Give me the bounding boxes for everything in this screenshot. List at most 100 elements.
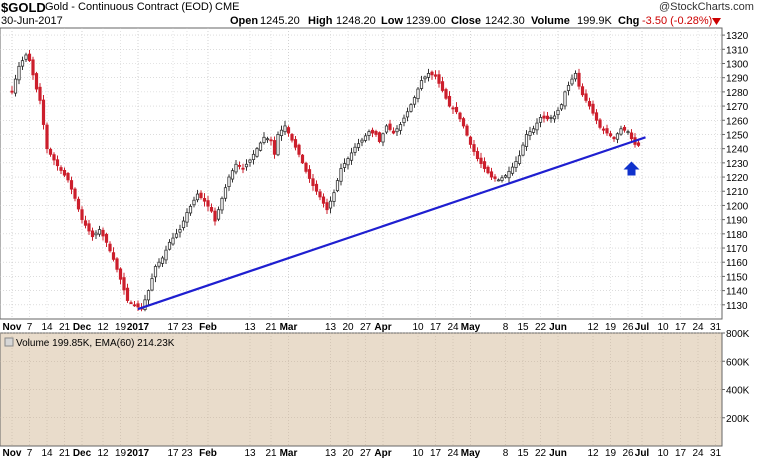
volume-date-tick-label: 22: [535, 448, 547, 459]
volume-date-tick-label: May: [461, 448, 481, 459]
candle-body: [521, 144, 525, 156]
price-date-tick-label: 2017: [127, 322, 150, 333]
candle-body: [482, 161, 487, 169]
price-date-axis: Nov 7 14 21 Dec 12 19 2017 17 23 Feb 13 21 Mar 13 20 27 A…: [3, 322, 722, 333]
volume-date-tick-label: 12: [97, 448, 109, 459]
candle-body: [125, 287, 130, 301]
price-date-tick-label: 17: [675, 322, 687, 333]
volume-date-tick-label: Jun: [549, 448, 567, 459]
chg-value: -3.50 (-0.28%): [642, 15, 713, 27]
candle-body: [451, 107, 455, 110]
price-tick-label: 1190: [726, 216, 748, 227]
candle-body: [619, 128, 623, 135]
candle-body: [108, 243, 112, 252]
candle-body: [608, 133, 613, 137]
candle-body: [479, 157, 483, 164]
candle-body: [437, 74, 441, 84]
candle-body: [55, 159, 60, 167]
candle-body: [160, 257, 165, 264]
volume-date-tick-label: 27: [360, 448, 372, 459]
candle-body: [136, 303, 140, 308]
price-date-tick-label: 24: [692, 322, 704, 333]
candle-body: [356, 143, 361, 148]
price-axis: 1130 1140 1150 1160 1170 1180 1190 1200 1210 1220…: [722, 31, 749, 312]
price-date-tick-label: 13: [325, 322, 337, 333]
candle-body: [360, 139, 364, 143]
candle-body: [510, 166, 515, 174]
price-tick-label: 1310: [726, 45, 749, 56]
candle-body: [311, 178, 315, 186]
candle-body: [248, 159, 252, 163]
price-date-tick-label: 17: [430, 322, 442, 333]
candle-body: [584, 93, 588, 101]
candle-body: [31, 59, 35, 76]
candle-body: [335, 180, 340, 192]
price-tick-label: 1140: [726, 287, 748, 298]
volume-date-tick-label: 19: [115, 448, 127, 459]
candle-body: [517, 155, 522, 164]
candle-body: [157, 261, 161, 267]
candle-body: [314, 183, 319, 192]
candle-body: [300, 154, 305, 164]
volume-date-axis: Nov 7 14 21 Dec 12 19 2017 17 23 Feb 13 21 Mar 13 20 27 A…: [3, 448, 722, 459]
price-date-tick-label: 31: [710, 322, 722, 333]
candle-body: [556, 109, 560, 116]
candle-body: [587, 101, 592, 107]
candle-body: [412, 97, 417, 105]
price-date-tick-label: 15: [517, 322, 529, 333]
candle-body: [573, 73, 578, 80]
candle-body: [45, 124, 49, 150]
open-value: 1245.20: [260, 15, 300, 27]
candle-body: [454, 106, 459, 113]
price-tick-label: 1180: [726, 230, 748, 241]
price-panel-bg: [0, 27, 723, 320]
candle-body: [325, 202, 329, 211]
candle-body: [374, 131, 378, 135]
candle-body: [146, 290, 151, 301]
candle-body: [59, 167, 63, 171]
volume-date-tick-label: Dec: [73, 448, 92, 459]
candle-body: [381, 133, 385, 143]
candle-body: [447, 95, 452, 107]
instrument-name: Gold - Continuous Contract (EOD): [45, 1, 213, 13]
price-date-tick-label: 12: [587, 322, 599, 333]
volume-date-tick-label: Apr: [374, 448, 391, 459]
volume-legend-swatch: [4, 337, 14, 347]
candle-body: [104, 233, 109, 243]
candle-body: [101, 229, 105, 237]
candle-body: [209, 207, 214, 212]
volume-date-tick-label: 26: [622, 448, 634, 459]
price-tick-label: 1260: [726, 116, 749, 127]
candle-body: [143, 299, 147, 311]
price-date-tick-label: 14: [41, 322, 53, 333]
price-date-tick-label: 13: [244, 322, 256, 333]
candle-body: [346, 158, 350, 166]
candle-body: [626, 131, 630, 134]
price-date-tick-label: 10: [657, 322, 669, 333]
volume-legend: Volume 199.85K, EMA(60) 214.23K: [16, 338, 175, 349]
candle-body: [13, 78, 18, 94]
candle-body: [594, 112, 599, 121]
price-tick-label: 1200: [726, 201, 749, 212]
candle-body: [612, 136, 616, 140]
price-date-tick-label: 12: [97, 322, 109, 333]
candle-body: [402, 117, 406, 123]
volume-date-tick-label: 24: [447, 448, 459, 459]
candle-body: [272, 140, 277, 155]
volume-date-tick-label: 17: [675, 448, 687, 459]
candle-body: [174, 233, 179, 238]
candle-body: [206, 200, 210, 207]
candle-body: [52, 154, 56, 161]
candle-body: [223, 187, 228, 199]
volume-date-tick-label: Feb: [199, 448, 217, 459]
low-label: Low: [381, 15, 403, 27]
candle-body: [27, 53, 32, 62]
triangle-down-icon: [712, 18, 721, 25]
candle-body: [73, 188, 77, 199]
candle-body: [48, 148, 53, 155]
candle-body: [20, 60, 25, 67]
candle-body: [493, 176, 497, 179]
candle-body: [353, 146, 357, 153]
candle-body: [293, 139, 298, 148]
candle-body: [10, 90, 14, 93]
